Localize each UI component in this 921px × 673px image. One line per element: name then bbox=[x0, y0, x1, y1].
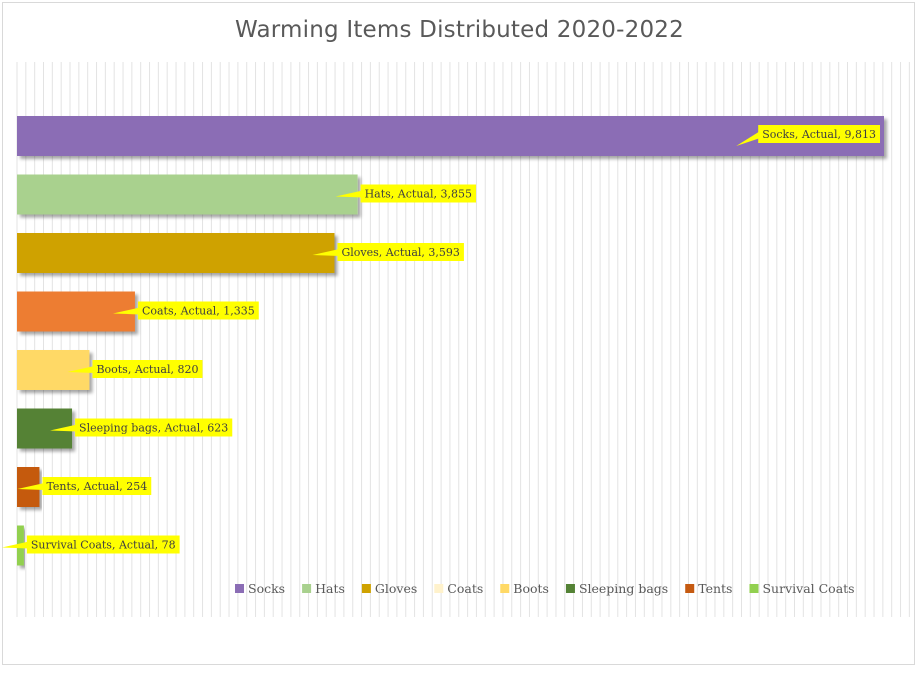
data-label-text: Hats, Actual, 3,855 bbox=[365, 188, 472, 201]
data-label-pointer bbox=[50, 424, 78, 432]
data-label-boots: Boots, Actual, 820 bbox=[67, 360, 203, 378]
bar-socks bbox=[17, 116, 884, 156]
legend-label: Boots bbox=[513, 581, 549, 596]
chart-title: Warming Items Distributed 2020-2022 bbox=[235, 17, 684, 43]
data-label-text: Gloves, Actual, 3,593 bbox=[341, 246, 459, 259]
legend-item-coats: Coats bbox=[434, 581, 483, 596]
data-label-pointer bbox=[736, 131, 761, 146]
legend-label: Sleeping bags bbox=[579, 581, 668, 596]
data-label-tents: Tents, Actual, 254 bbox=[17, 477, 152, 495]
legend-label: Coats bbox=[447, 581, 483, 596]
legend: Socks Hats Gloves Coats Boots Sleeping bags Te… bbox=[235, 581, 855, 596]
data-label-text: Boots, Actual, 820 bbox=[96, 363, 198, 376]
data-label-box bbox=[137, 301, 259, 320]
legend-item-tents: Tents bbox=[685, 581, 732, 596]
legend-label: Socks bbox=[248, 581, 285, 596]
bars bbox=[17, 116, 884, 566]
data-label-text: Socks, Actual, 9,813 bbox=[762, 128, 876, 141]
legend-swatch bbox=[500, 584, 510, 593]
legend-swatch bbox=[565, 584, 575, 593]
data-label-coats: Coats, Actual, 1,335 bbox=[112, 301, 259, 320]
data-label-box bbox=[758, 125, 880, 143]
data-label-pointer bbox=[67, 366, 95, 373]
legend-item-survival-coats: Survival Coats bbox=[749, 581, 855, 596]
data-label-text: Sleeping bags, Actual, 623 bbox=[79, 422, 228, 435]
legend-label: Gloves bbox=[375, 581, 417, 596]
data-label-pointer bbox=[17, 483, 45, 490]
data-label-box bbox=[337, 243, 464, 261]
data-label-pointer bbox=[335, 190, 363, 198]
legend-label: Tents bbox=[698, 581, 732, 596]
data-label-text: Survival Coats, Actual, 78 bbox=[31, 539, 176, 552]
data-label-box bbox=[26, 535, 180, 554]
legend-item-hats: Hats bbox=[302, 581, 345, 596]
data-label-box bbox=[75, 418, 233, 437]
bar-gloves bbox=[17, 233, 335, 273]
data-label-hats: Hats, Actual, 3,855 bbox=[335, 184, 476, 203]
data-label-box bbox=[92, 360, 203, 378]
data-label-pointer bbox=[312, 249, 340, 256]
legend-swatch bbox=[749, 584, 759, 593]
legend-label: Survival Coats bbox=[762, 581, 854, 596]
legend-item-gloves: Gloves bbox=[361, 581, 417, 596]
bar-coats bbox=[17, 291, 135, 332]
legend-swatch bbox=[361, 584, 371, 593]
legend-item-sleeping-bags: Sleeping bags bbox=[565, 581, 668, 596]
data-label-text: Tents, Actual, 254 bbox=[46, 480, 147, 493]
data-label-sleeping-bags: Sleeping bags, Actual, 623 bbox=[50, 418, 233, 437]
legend-item-socks: Socks bbox=[235, 581, 285, 596]
data-label-box bbox=[360, 184, 476, 203]
data-label-pointer bbox=[1, 541, 29, 549]
legend-swatch bbox=[685, 584, 695, 593]
data-labels: Socks, Actual, 9,813 Hats, Actual, 3,855 G… bbox=[1, 125, 880, 554]
data-label-socks: Socks, Actual, 9,813 bbox=[736, 125, 880, 146]
legend-swatch bbox=[434, 584, 444, 593]
data-label-pointer bbox=[112, 307, 140, 315]
data-label-box bbox=[42, 477, 152, 495]
legend-swatch bbox=[302, 584, 312, 593]
legend-item-boots: Boots bbox=[500, 581, 549, 596]
legend-swatch bbox=[235, 584, 244, 593]
bar-hats bbox=[17, 174, 358, 215]
data-label-survival-coats: Survival Coats, Actual, 78 bbox=[1, 535, 180, 554]
data-label-text: Coats, Actual, 1,335 bbox=[142, 305, 255, 318]
legend-label: Hats bbox=[315, 581, 345, 596]
data-label-gloves: Gloves, Actual, 3,593 bbox=[312, 243, 464, 261]
